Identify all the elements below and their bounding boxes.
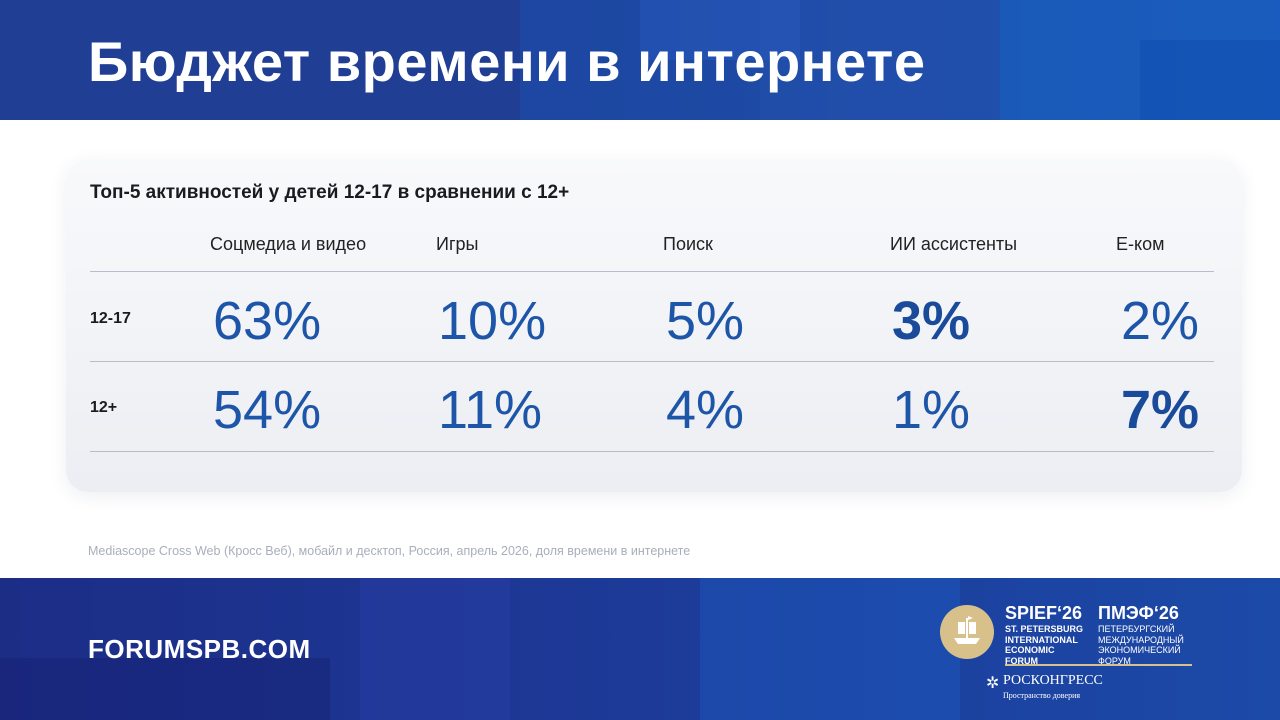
page-title: Бюджет времени в интернете — [88, 30, 926, 93]
pmef-subtitle: ПЕТЕРБУРГСКИЙ МЕЖДУНАРОДНЫЙ ЭКОНОМИЧЕСКИ… — [1098, 624, 1184, 666]
row-divider — [90, 271, 1214, 272]
row-divider — [90, 451, 1214, 452]
value-12-plus-socialmedia: 54% — [213, 380, 322, 440]
spief-title: SPIEF‘26 — [1005, 603, 1083, 623]
header-band: Бюджет времени в интернете — [0, 0, 1280, 120]
column-header-ecom: Е-ком — [1116, 234, 1165, 254]
row-divider — [90, 361, 1214, 362]
row-label-12-17: 12-17 — [90, 310, 131, 327]
value-12-plus-games: 11% — [438, 380, 543, 440]
footer-band: FORUMSPB.COM SPIEF‘26 ST. PETERSBURG INT… — [0, 578, 1280, 720]
footer-decor-block — [700, 578, 960, 720]
pmef-title: ПМЭФ‘26 — [1098, 603, 1179, 623]
header-decor-block — [760, 0, 1000, 120]
comparison-card: Топ-5 активностей у детей 12-17 в сравне… — [66, 160, 1242, 492]
roscongress-name: РОСКОНГРЕСС — [1003, 673, 1103, 688]
value-12-17-search: 5% — [666, 291, 745, 351]
header-decor-block — [640, 0, 800, 60]
spief-ship-logo-icon — [940, 605, 994, 659]
value-12-17-socialmedia: 63% — [213, 291, 322, 351]
value-12-plus-search: 4% — [666, 380, 745, 440]
footer-decor-block — [0, 658, 330, 720]
header-decor-block — [0, 0, 520, 120]
source-footnote: Mediascope Cross Web (Кросс Веб), мобайл… — [88, 544, 691, 558]
column-header-ai-assistants: ИИ ассистенты — [890, 234, 1018, 254]
value-12-plus-ai-assistants: 1% — [892, 380, 971, 440]
forum-website-link[interactable]: FORUMSPB.COM — [88, 634, 311, 664]
column-header-socialmedia: Соцмедиа и видео — [210, 234, 367, 254]
footer-decor-block — [360, 578, 510, 720]
logo-divider — [1005, 664, 1192, 666]
value-12-17-games: 10% — [438, 291, 547, 351]
row-label-12-plus: 12+ — [90, 399, 118, 416]
value-12-17-ai-assistants: 3% — [892, 291, 971, 351]
column-header-games: Игры — [436, 234, 479, 254]
value-12-17-ecom: 2% — [1121, 291, 1200, 351]
column-header-search: Поиск — [663, 234, 713, 254]
table-title: Топ-5 активностей у детей 12-17 в сравне… — [90, 182, 570, 203]
roscongress-tagline: Пространство доверия — [1003, 691, 1081, 700]
value-12-plus-ecom: 7% — [1121, 380, 1200, 440]
roscongress-logo-icon: ✲ — [986, 675, 1000, 692]
header-decor-block — [1140, 40, 1280, 120]
header-decor-block — [520, 0, 760, 120]
spief-subtitle: ST. PETERSBURG INTERNATIONAL ECONOMIC FO… — [1005, 624, 1084, 666]
